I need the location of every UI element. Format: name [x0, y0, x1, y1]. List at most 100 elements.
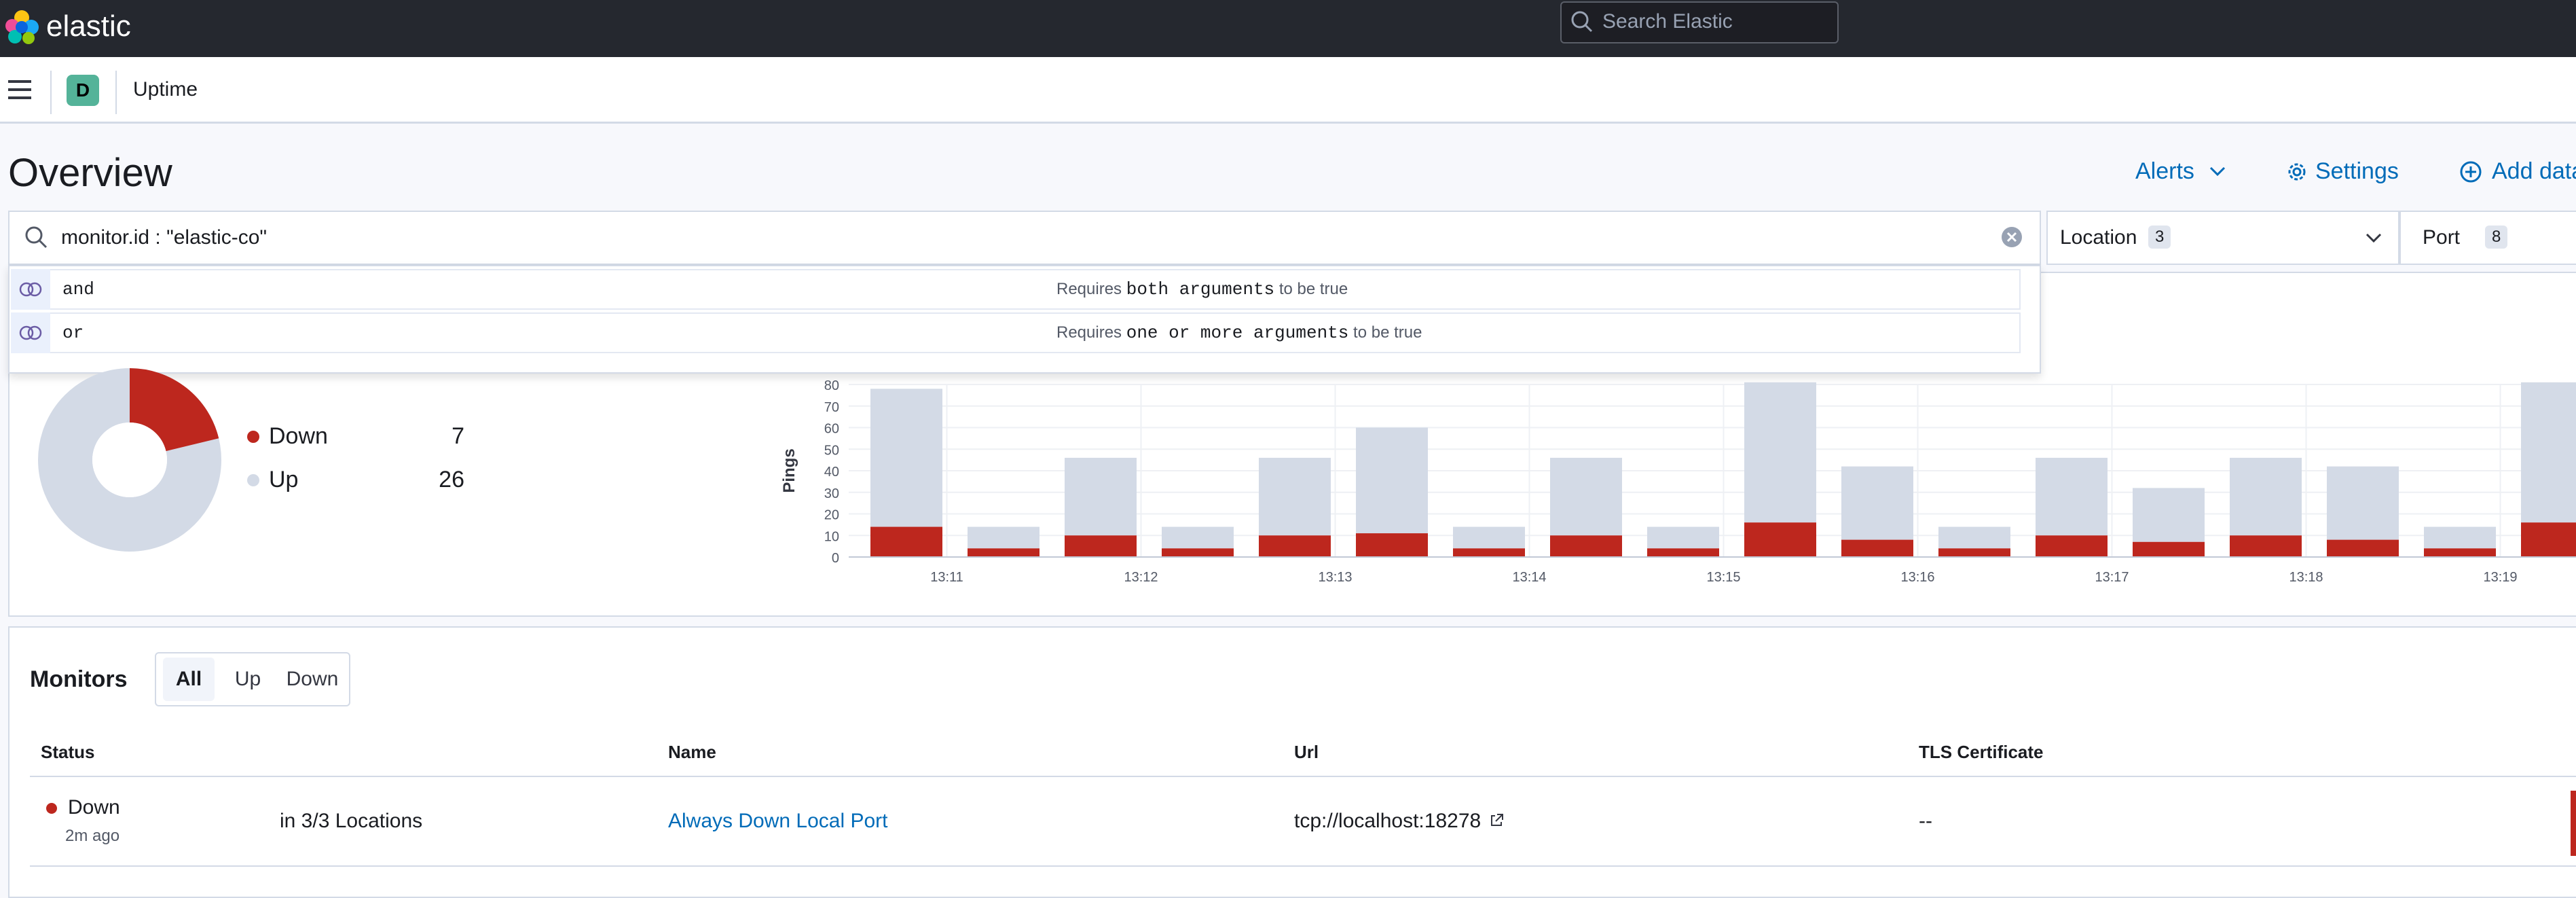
- brand-name: elastic: [46, 10, 131, 43]
- bar-down: [968, 548, 1039, 557]
- filter-down-button[interactable]: Down: [286, 668, 339, 690]
- x-tick-label: 13:14: [1512, 570, 1546, 585]
- bar-up: [1841, 466, 1913, 540]
- y-tick-label: 50: [824, 443, 839, 458]
- bar-up: [1065, 457, 1137, 536]
- table-header-divider: [30, 776, 2576, 777]
- table-row-divider: [30, 865, 2576, 867]
- monitors-title: Monitors: [30, 666, 128, 692]
- up-legend-dot: [247, 474, 259, 486]
- y-tick-label: 70: [824, 400, 839, 415]
- bar-up: [1162, 526, 1234, 549]
- suggestion-desc-pre: Requires: [1056, 280, 1122, 298]
- bar-up: [2521, 382, 2576, 523]
- bar-up: [1744, 382, 1816, 523]
- bar-down: [1259, 535, 1331, 557]
- bar-up: [1938, 526, 2010, 549]
- global-search-input[interactable]: [1560, 1, 1839, 43]
- filter-all-button[interactable]: All: [163, 658, 215, 701]
- alerts-button[interactable]: Alerts: [2135, 158, 2194, 184]
- bar-down: [2230, 535, 2302, 557]
- space-avatar[interactable]: D: [67, 75, 99, 106]
- suggestion-desc-post: to be true: [1278, 280, 1348, 298]
- y-tick-label: 40: [824, 465, 839, 480]
- hamburger-icon[interactable]: [7, 77, 34, 102]
- filter-up-button[interactable]: Up: [234, 668, 261, 690]
- gear-icon[interactable]: [2285, 160, 2308, 183]
- bar-down: [1938, 548, 2010, 557]
- page-title: Overview: [8, 151, 172, 195]
- status-donut-chart: [38, 368, 221, 552]
- y-tick-label: 80: [824, 378, 839, 393]
- suggestion-or[interactable]: [11, 312, 2021, 353]
- top-navigation-bar: [0, 0, 2576, 57]
- suggestion-icon-bg: [11, 269, 50, 310]
- y-tick-label: 20: [824, 508, 839, 523]
- bar-up: [2424, 526, 2496, 549]
- column-header-url[interactable]: Url: [1294, 742, 1319, 762]
- bar-up: [2036, 457, 2108, 536]
- elastic-logo-icon[interactable]: [3, 8, 41, 46]
- status-dot: [46, 803, 57, 814]
- bar-up: [968, 526, 1039, 549]
- x-tick-label: 13:18: [2289, 570, 2323, 585]
- plus-circle-icon[interactable]: [2459, 160, 2482, 183]
- location-filter-label: Location: [2060, 226, 2137, 249]
- y-tick-label: 30: [824, 486, 839, 501]
- bar-down: [870, 526, 942, 557]
- breadcrumb[interactable]: Uptime: [133, 78, 198, 101]
- chevron-down-icon[interactable]: [2364, 231, 2383, 245]
- add-data-button[interactable]: Add data: [2492, 158, 2576, 184]
- location-count-badge: 3: [2148, 226, 2171, 249]
- monitor-status: Down: [68, 796, 120, 819]
- monitor-url-link[interactable]: tcp://localhost:18278: [1294, 810, 1482, 832]
- kuery-search-input[interactable]: [8, 211, 2041, 265]
- x-tick-label: 13:12: [1124, 570, 1158, 585]
- suggestion-keyword: or: [62, 323, 84, 343]
- bar-down: [2424, 548, 2496, 557]
- suggestion-desc-emphasis: one or more arguments: [1126, 323, 1349, 343]
- suggestion-desc-pre: Requires: [1056, 323, 1122, 342]
- conjunction-icon: [19, 282, 42, 297]
- bar-down: [2327, 539, 2399, 557]
- up-legend-label: Up: [269, 467, 299, 492]
- bar-down: [1453, 548, 1525, 557]
- bar-down: [1841, 539, 1913, 557]
- bar-down: [1647, 548, 1719, 557]
- x-tick-label: 13:16: [1900, 570, 1934, 585]
- chevron-down-icon[interactable]: [2208, 164, 2227, 178]
- bar-down: [1744, 522, 1816, 557]
- bar-up: [870, 389, 942, 527]
- x-tick-label: 13:17: [2095, 570, 2129, 585]
- clear-icon[interactable]: [2000, 226, 2023, 249]
- bar-up: [1647, 526, 1719, 549]
- monitor-tls: --: [1919, 810, 1932, 832]
- bar-up: [1550, 457, 1622, 536]
- y-tick-label: 10: [824, 529, 839, 544]
- suggestion-and[interactable]: [11, 269, 2021, 310]
- conjunction-icon: [19, 325, 42, 340]
- x-tick-label: 13:15: [1706, 570, 1740, 585]
- port-filter[interactable]: [2399, 211, 2576, 265]
- y-tick-label: 0: [832, 551, 839, 566]
- search-icon: [1571, 11, 1593, 33]
- suggestion-description: Requires one or more arguments to be tru…: [1056, 321, 1422, 345]
- location-filter[interactable]: [2046, 211, 2399, 265]
- external-link-icon[interactable]: [1488, 812, 1505, 829]
- query-text[interactable]: monitor.id : "elastic-co": [61, 226, 268, 249]
- up-count: 26: [439, 467, 464, 492]
- port-filter-label: Port: [2423, 226, 2461, 249]
- down-legend-dot: [247, 431, 259, 443]
- bar-down: [2521, 522, 2576, 557]
- column-header-status[interactable]: Status: [41, 742, 95, 762]
- header-divider: [50, 71, 52, 114]
- column-header-tls[interactable]: TLS Certificate: [1919, 742, 2044, 762]
- bar-down: [1550, 535, 1622, 557]
- bar-up: [1356, 427, 1428, 534]
- bar-down: [1065, 535, 1137, 557]
- bar-up: [2327, 466, 2399, 540]
- settings-button[interactable]: Settings: [2315, 158, 2399, 184]
- monitor-name-link[interactable]: Always Down Local Port: [668, 810, 888, 832]
- column-header-name[interactable]: Name: [668, 742, 716, 762]
- header-divider: [115, 71, 117, 114]
